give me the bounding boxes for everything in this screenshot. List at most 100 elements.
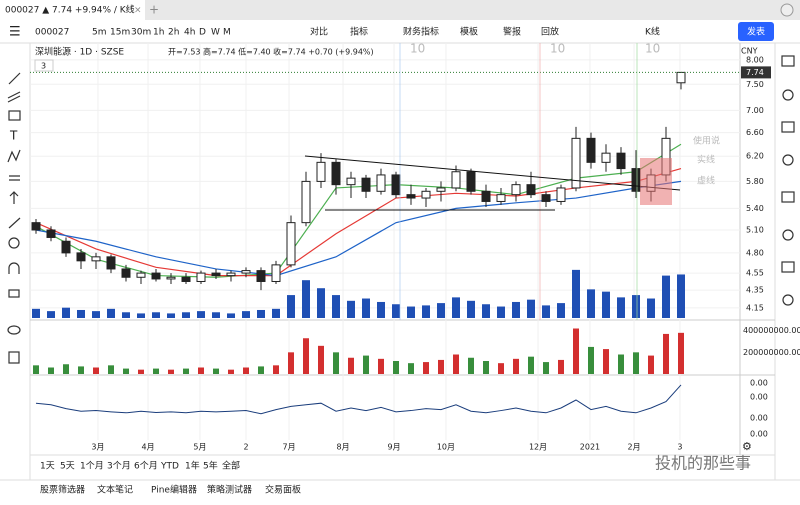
x-tick-label: 5月 xyxy=(193,443,206,452)
volume-bar xyxy=(468,357,474,374)
new-tab[interactable]: + xyxy=(149,3,159,17)
side-note: 使用说 xyxy=(693,135,720,147)
range-button[interactable]: 6个月 xyxy=(134,461,158,472)
x-tick-label: 8月 xyxy=(337,443,350,452)
calendar-icon[interactable] xyxy=(782,229,794,241)
toolbar-item[interactable]: 财务指标 xyxy=(403,26,439,38)
volume-bar xyxy=(153,368,159,374)
footer-tab[interactable]: 文本笔记 xyxy=(97,484,133,496)
eye-tool[interactable] xyxy=(7,325,21,335)
volume-bar xyxy=(198,367,204,374)
notify-icon[interactable] xyxy=(781,261,795,273)
forecast-tool[interactable] xyxy=(9,175,20,181)
range-button[interactable]: 全部 xyxy=(222,460,240,472)
volume-overlay-bar xyxy=(617,297,625,318)
candle-body xyxy=(31,222,41,231)
candle-body xyxy=(61,240,71,254)
candle-body xyxy=(301,180,311,224)
toolbar-item[interactable]: 指标 xyxy=(350,26,368,38)
menu-icon[interactable]: ☰ xyxy=(9,25,21,40)
timeframe[interactable]: 2h xyxy=(168,28,179,38)
marker: 10 xyxy=(550,42,565,56)
timeframe[interactable]: M xyxy=(223,28,231,38)
delete-tool[interactable] xyxy=(8,351,20,364)
volume-bar xyxy=(213,368,219,374)
range-button[interactable]: 3个月 xyxy=(107,461,131,472)
volume-overlay-bar xyxy=(437,303,445,318)
help-icon[interactable] xyxy=(782,294,794,306)
triangle-drawing xyxy=(304,155,681,211)
shape-tool[interactable] xyxy=(8,110,21,121)
volume-overlay-bar xyxy=(77,309,85,318)
text-tool[interactable]: T xyxy=(9,129,18,143)
publish-label[interactable]: 发表 xyxy=(747,26,765,38)
y-tick-label: 8.00 xyxy=(746,55,764,64)
y-tick-label: 5.10 xyxy=(746,225,764,234)
timeframe[interactable]: 1h xyxy=(153,28,164,38)
candle-body xyxy=(211,272,221,277)
range-button[interactable]: 5天 xyxy=(60,462,75,472)
range-button[interactable]: 1个月 xyxy=(80,461,104,472)
volume-bar xyxy=(378,358,384,374)
publish-button[interactable] xyxy=(738,22,774,41)
timeframe[interactable]: D xyxy=(199,28,206,38)
tab-close[interactable]: × xyxy=(134,6,142,16)
toolbar-item[interactable]: K线 xyxy=(645,26,660,38)
x-tick-label: 4月 xyxy=(142,443,155,452)
footer-tabs: 股票筛选器 文本笔记 Pine编辑器 策略测试器 交易面板 xyxy=(40,484,301,496)
volume-overlay-bar xyxy=(347,300,355,318)
ideas-icon[interactable] xyxy=(782,154,794,166)
news-icon[interactable] xyxy=(781,121,795,133)
timeframe[interactable]: 30m xyxy=(131,28,151,38)
account-icon[interactable] xyxy=(780,3,794,17)
range-button[interactable]: 1天 xyxy=(40,462,55,472)
zoom-tool[interactable] xyxy=(8,237,20,249)
volume-bar xyxy=(183,368,189,374)
moving-average xyxy=(35,180,682,277)
footer-tab[interactable]: Pine编辑器 xyxy=(151,484,197,496)
toolbar-item[interactable]: 模板 xyxy=(460,26,478,38)
lock-tool[interactable] xyxy=(8,289,20,298)
range-button[interactable]: YTD xyxy=(160,462,179,472)
candle-body xyxy=(571,137,581,189)
toolbar-item[interactable]: 警报 xyxy=(503,26,521,38)
right-sidebar xyxy=(781,55,795,306)
timeframe[interactable]: 4h xyxy=(184,28,195,38)
settings-icon[interactable]: ⚙ xyxy=(742,440,752,453)
timeframe[interactable]: 15m xyxy=(110,28,130,38)
footer-tab[interactable]: 交易面板 xyxy=(265,484,301,496)
candle-body xyxy=(151,272,161,280)
candle-body xyxy=(496,194,506,202)
trend-tool[interactable] xyxy=(8,72,21,85)
legend-title: 深圳能源 · 1D · SZSE xyxy=(35,46,124,58)
fib-tool[interactable] xyxy=(7,91,21,103)
candle-body xyxy=(256,270,266,282)
chat-icon[interactable] xyxy=(781,191,795,203)
timeframe[interactable]: 5m xyxy=(92,28,107,38)
pattern-tool[interactable] xyxy=(7,149,21,163)
timeframe[interactable]: W xyxy=(211,28,220,38)
tab[interactable] xyxy=(0,0,145,20)
indicator-count[interactable]: 3 xyxy=(41,62,46,71)
volume-overlay-bar xyxy=(557,303,565,318)
footer-tab[interactable]: 股票筛选器 xyxy=(40,484,85,496)
volume-overlay-bar xyxy=(422,305,430,318)
symbol[interactable]: 000027 xyxy=(35,28,69,38)
tab-title[interactable]: 000027 ▲ 7.74 +9.94% / K线 xyxy=(5,4,135,16)
candle-body xyxy=(436,187,446,192)
oscillator-tick-label: 0.00 xyxy=(750,429,768,438)
magnet-tool[interactable] xyxy=(8,262,20,274)
range-button[interactable]: 1年 xyxy=(185,460,200,472)
toolbar-item[interactable]: 对比 xyxy=(310,26,328,38)
watchlist-icon[interactable] xyxy=(781,55,795,67)
toolbar-item[interactable]: 回放 xyxy=(541,26,559,38)
indicator-toggle[interactable] xyxy=(34,59,54,72)
ruler-tool[interactable] xyxy=(8,217,21,229)
range-button[interactable]: 5年 xyxy=(203,460,218,472)
footer-tab[interactable]: 策略测试器 xyxy=(207,484,252,496)
y-tick-label: 5.40 xyxy=(746,204,764,213)
alerts-icon[interactable] xyxy=(782,89,794,101)
volume-overlay-bar xyxy=(257,309,265,318)
arrow-tool[interactable] xyxy=(9,191,19,204)
